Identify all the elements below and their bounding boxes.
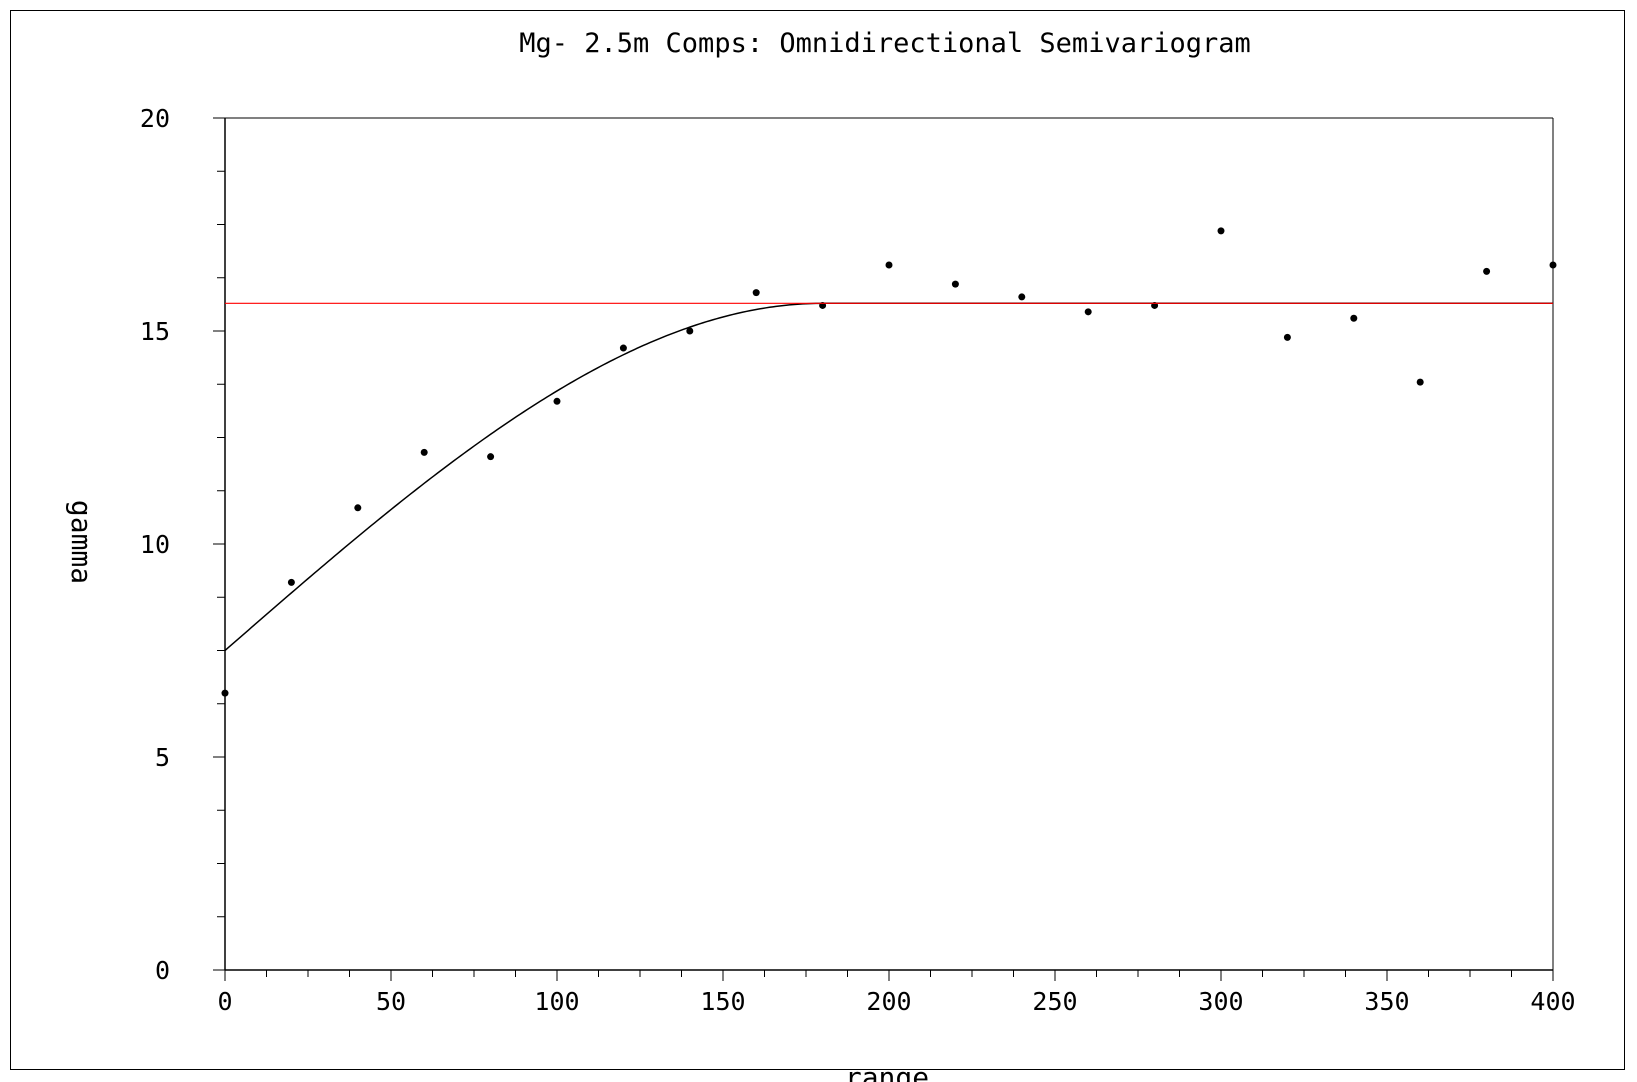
x-tick-label: 300 [1198,987,1243,1016]
x-ticks [224,970,1554,981]
x-tick-label: 350 [1364,987,1409,1016]
x-tick-label: 50 [376,987,406,1016]
y-tick-label: 10 [140,530,170,559]
data-point [553,397,561,405]
chart-frame [10,10,1625,1070]
data-point [354,504,362,512]
data-point [287,578,295,586]
y-tick-label: 15 [140,317,170,346]
x-axis-label: range [845,1061,929,1082]
data-point [420,448,428,456]
y-tick-label: 0 [155,956,170,985]
y-ticks [213,117,225,971]
data-point [752,289,760,297]
y-tick-labels: 0 5 10 15 20 [140,104,170,985]
y-tick-label: 5 [155,743,170,772]
data-point [1018,293,1026,301]
data-point [1416,378,1424,386]
data-point [1084,308,1092,316]
y-tick-label: 20 [140,104,170,133]
chart-title: Mg- 2.5m Comps: Omnidirectional Semivari… [519,28,1251,59]
data-point [885,261,893,269]
y-axis-label: gamma [65,500,98,584]
data-point [1350,314,1358,322]
x-tick-label: 100 [534,987,579,1016]
x-tick-label: 150 [700,987,745,1016]
x-tick-label: 250 [1032,987,1077,1016]
model-curve [224,302,1553,652]
data-point [1549,261,1557,269]
data-point [1483,267,1491,275]
x-tick-label: 0 [217,987,232,1016]
data-point [686,327,694,335]
x-tick-label: 200 [866,987,911,1016]
data-point [1217,227,1225,235]
x-tick-label: 400 [1530,987,1575,1016]
data-point [951,280,959,288]
x-tick-labels: 0 50 100 150 200 250 300 350 400 [217,987,1575,1016]
series-layer [221,227,1557,697]
data-point [221,689,229,697]
data-point [619,344,627,352]
data-point [487,453,495,461]
data-point [1283,333,1291,341]
